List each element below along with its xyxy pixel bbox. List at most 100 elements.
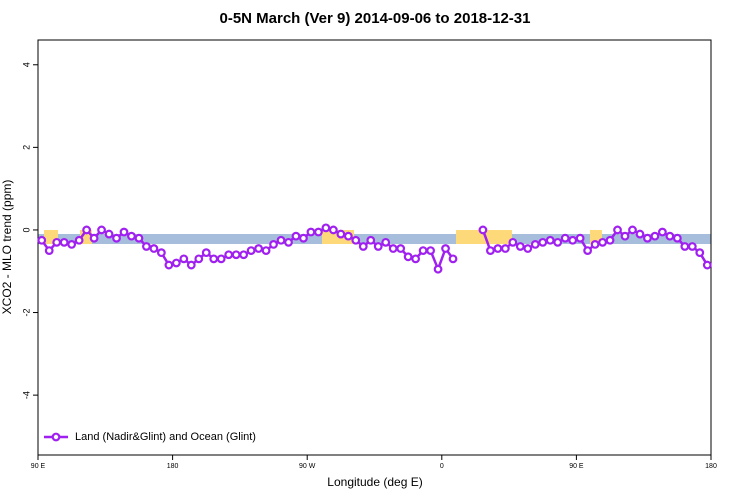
point (687, 242, 697, 251)
point (515, 242, 525, 251)
point (351, 235, 361, 245)
point (538, 237, 548, 247)
point (209, 254, 219, 264)
point (665, 231, 675, 241)
point (239, 250, 249, 260)
point (291, 231, 301, 241)
y-tick-label: -2 (21, 309, 31, 317)
point (598, 237, 607, 247)
point (358, 242, 368, 251)
point (74, 235, 84, 245)
point (396, 244, 406, 253)
point (89, 233, 99, 243)
point (418, 246, 428, 255)
point (164, 260, 174, 270)
point (59, 237, 69, 247)
point (680, 242, 690, 251)
y-tick-label: -4 (21, 391, 31, 399)
point (269, 240, 278, 249)
point (314, 227, 323, 237)
point (44, 246, 54, 255)
point (231, 250, 241, 260)
point (67, 240, 77, 249)
point (284, 237, 293, 247)
point (403, 252, 413, 262)
point (119, 227, 129, 237)
point (201, 248, 211, 258)
point (448, 254, 458, 264)
y-tick-label: 2 (21, 145, 31, 150)
point (583, 246, 593, 255)
point (620, 231, 630, 241)
point (523, 244, 533, 253)
point (560, 233, 570, 243)
point (493, 244, 503, 253)
point (179, 254, 189, 264)
legend-marker (51, 432, 61, 442)
point (37, 235, 47, 245)
point (127, 231, 136, 241)
x-tick-label: 90 E (31, 463, 46, 470)
point (575, 233, 585, 243)
point (426, 246, 435, 255)
land-patch (456, 230, 512, 244)
point (568, 235, 578, 245)
point (134, 233, 144, 243)
chart-title: 0-5N March (Ver 9) 2014-09-06 to 2018-12… (219, 10, 530, 27)
point (112, 233, 121, 243)
x-axis-label: Longitude (deg E) (327, 475, 422, 489)
point (628, 225, 637, 235)
point (613, 225, 622, 235)
point (657, 227, 667, 237)
point (635, 229, 645, 239)
y-tick-label: 4 (21, 62, 31, 67)
point (276, 235, 286, 245)
point (156, 248, 166, 258)
y-axis-label: XCO2 - MLO trend (ppm) (0, 180, 14, 315)
point (590, 240, 600, 249)
point (224, 250, 234, 260)
point (336, 229, 346, 239)
point (186, 260, 196, 270)
point (643, 233, 652, 243)
point (702, 260, 712, 270)
point (171, 258, 181, 268)
point (246, 246, 256, 255)
point (441, 244, 450, 253)
x-tick-label: 90 W (299, 463, 316, 470)
point (411, 254, 421, 264)
plot-frame (37, 39, 712, 456)
point (97, 225, 106, 235)
point (508, 237, 518, 247)
point (373, 242, 383, 251)
point (433, 264, 443, 274)
point (605, 235, 615, 245)
point (366, 235, 376, 245)
point (381, 237, 391, 247)
point (321, 223, 331, 233)
point (194, 254, 204, 264)
x-tick-label: 90 E (569, 463, 584, 470)
point (306, 227, 316, 237)
point (104, 229, 114, 239)
point (254, 244, 263, 253)
point (553, 237, 563, 247)
point (82, 225, 92, 235)
point (672, 233, 682, 243)
point (486, 246, 495, 255)
x-tick-label: 180 (705, 463, 717, 470)
point (149, 244, 159, 253)
point (343, 231, 353, 241)
x-tick-label: 180 (167, 463, 179, 470)
point (500, 244, 510, 253)
point (478, 225, 488, 235)
point (650, 231, 660, 241)
point (299, 233, 308, 243)
x-tick-label: 0 (440, 463, 444, 470)
point (545, 235, 555, 245)
point (328, 225, 338, 235)
point (388, 244, 398, 253)
point (530, 240, 540, 249)
